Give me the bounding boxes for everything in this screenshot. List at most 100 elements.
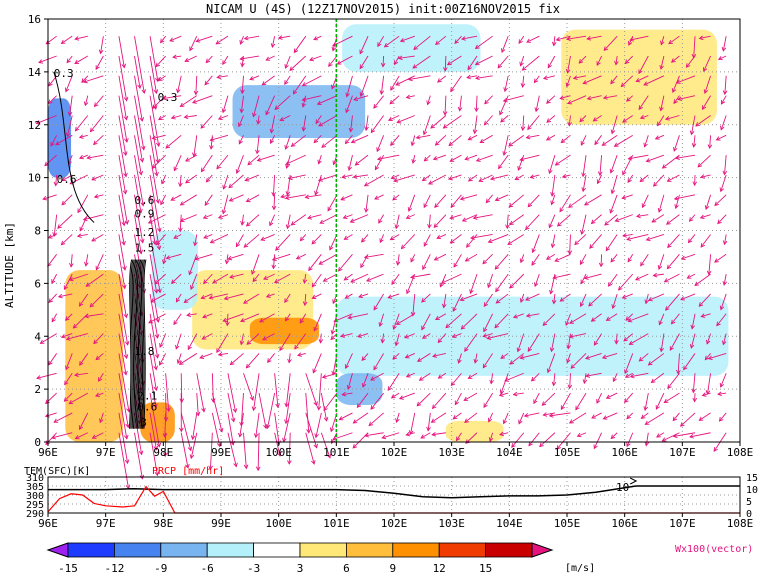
wind-vector	[610, 254, 618, 263]
wind-vector	[323, 273, 338, 282]
wind-vector	[222, 194, 229, 214]
wind-vector	[202, 333, 213, 340]
wind-vector	[417, 353, 431, 362]
contour-line	[143, 259, 147, 429]
wind-vector-head	[363, 254, 369, 260]
wind-vector	[569, 373, 571, 389]
wind-vector-head	[318, 260, 324, 265]
wind-vector	[610, 194, 618, 214]
wind-vector-head	[123, 115, 129, 121]
wind-vector	[36, 372, 57, 379]
wind-vector-head	[148, 319, 153, 324]
wind-vector-head	[387, 116, 393, 122]
x-tick-label: 102E	[381, 446, 408, 459]
y-tick-label: 0	[34, 436, 41, 449]
shaded-region-9	[336, 373, 383, 405]
wind-vector	[473, 214, 493, 219]
wind-vector	[79, 293, 89, 307]
wind-vector	[636, 75, 649, 82]
wind-vector	[258, 393, 267, 429]
wind-vector	[714, 194, 727, 206]
wind-vector	[568, 115, 571, 126]
wind-vector-head	[457, 106, 463, 112]
wind-vector	[410, 412, 416, 435]
wind-vector-head	[423, 241, 428, 247]
wind-vector	[427, 95, 431, 105]
wind-vector	[393, 174, 415, 182]
wind-vector	[278, 35, 291, 39]
wind-vector-head	[421, 325, 426, 331]
wind-vector	[413, 35, 431, 50]
wind-vector-head	[691, 143, 697, 148]
wind-vector-head	[698, 302, 704, 307]
wind-vector-head	[664, 116, 670, 121]
wind-vector-head	[140, 145, 146, 151]
wind-vector-head	[317, 177, 323, 182]
wind-vector	[285, 373, 291, 407]
wind-vector-head	[525, 134, 531, 140]
sub-x-tick-label: 100E	[265, 517, 292, 530]
wind-vector-head	[566, 344, 572, 350]
wind-vector-head	[567, 250, 573, 255]
wind-vector	[184, 55, 197, 62]
wind-vector	[615, 333, 618, 344]
wind-vector	[673, 432, 696, 437]
wind-vector	[83, 75, 104, 83]
wind-vector-head	[308, 266, 313, 272]
x-tick-label: 98E	[153, 446, 173, 459]
wind-vector-head	[483, 403, 488, 409]
wind-vector	[173, 154, 182, 171]
wind-vector	[525, 214, 540, 230]
wind-vector	[674, 194, 696, 200]
wind-vector	[274, 373, 279, 408]
wind-vector-head	[284, 63, 289, 69]
wind-vector-head	[311, 294, 317, 299]
wind-vector	[134, 155, 144, 206]
wind-vector-head	[449, 215, 455, 220]
wind-vector-head	[484, 99, 489, 105]
wind-vector-head	[161, 179, 166, 185]
wind-vector-head	[520, 126, 526, 132]
wind-vector	[692, 373, 696, 393]
wind-vector-head	[292, 89, 298, 95]
wind-vector	[315, 174, 322, 195]
wind-vector-head	[656, 433, 661, 438]
contour-line	[135, 259, 139, 429]
wind-vector	[655, 134, 665, 140]
wind-vector	[551, 333, 556, 352]
wind-vector	[272, 174, 276, 196]
wind-vector	[423, 115, 431, 135]
wind-vector-head	[173, 320, 178, 326]
wind-vector	[196, 393, 199, 416]
wind-vector-head	[364, 432, 369, 438]
wind-vector	[92, 432, 104, 439]
wind-vector	[435, 313, 447, 320]
wind-vector	[507, 234, 524, 245]
wind-vector-head	[328, 62, 333, 67]
wind-vector	[179, 353, 198, 365]
wind-vector	[700, 174, 711, 178]
colorbar-segment	[206, 542, 254, 558]
wind-vector-head	[123, 434, 129, 440]
wind-vector	[149, 432, 158, 476]
contour-lines: 0.30.60.60.91.21.50.31.80.632.1	[53, 67, 177, 429]
wind-vector	[240, 393, 244, 426]
wind-vector	[256, 135, 260, 154]
wind-vector-head	[407, 76, 413, 82]
wind-vector-head	[138, 249, 143, 255]
wind-vector	[562, 174, 571, 178]
wind-vector	[318, 373, 322, 410]
wind-vector	[148, 313, 166, 324]
wind-vector-head	[675, 79, 681, 84]
wind-vector	[495, 194, 509, 201]
wind-vector	[380, 75, 385, 95]
wind-vector-head	[596, 179, 602, 185]
wind-vector	[464, 333, 478, 352]
wind-vector-head	[160, 200, 165, 206]
wind-vector-head	[321, 374, 327, 379]
wind-vector-head	[139, 238, 145, 244]
wind-vector	[210, 432, 213, 470]
wind-vector-head	[122, 266, 127, 271]
wind-vector	[704, 75, 712, 94]
wind-vector	[454, 35, 462, 44]
